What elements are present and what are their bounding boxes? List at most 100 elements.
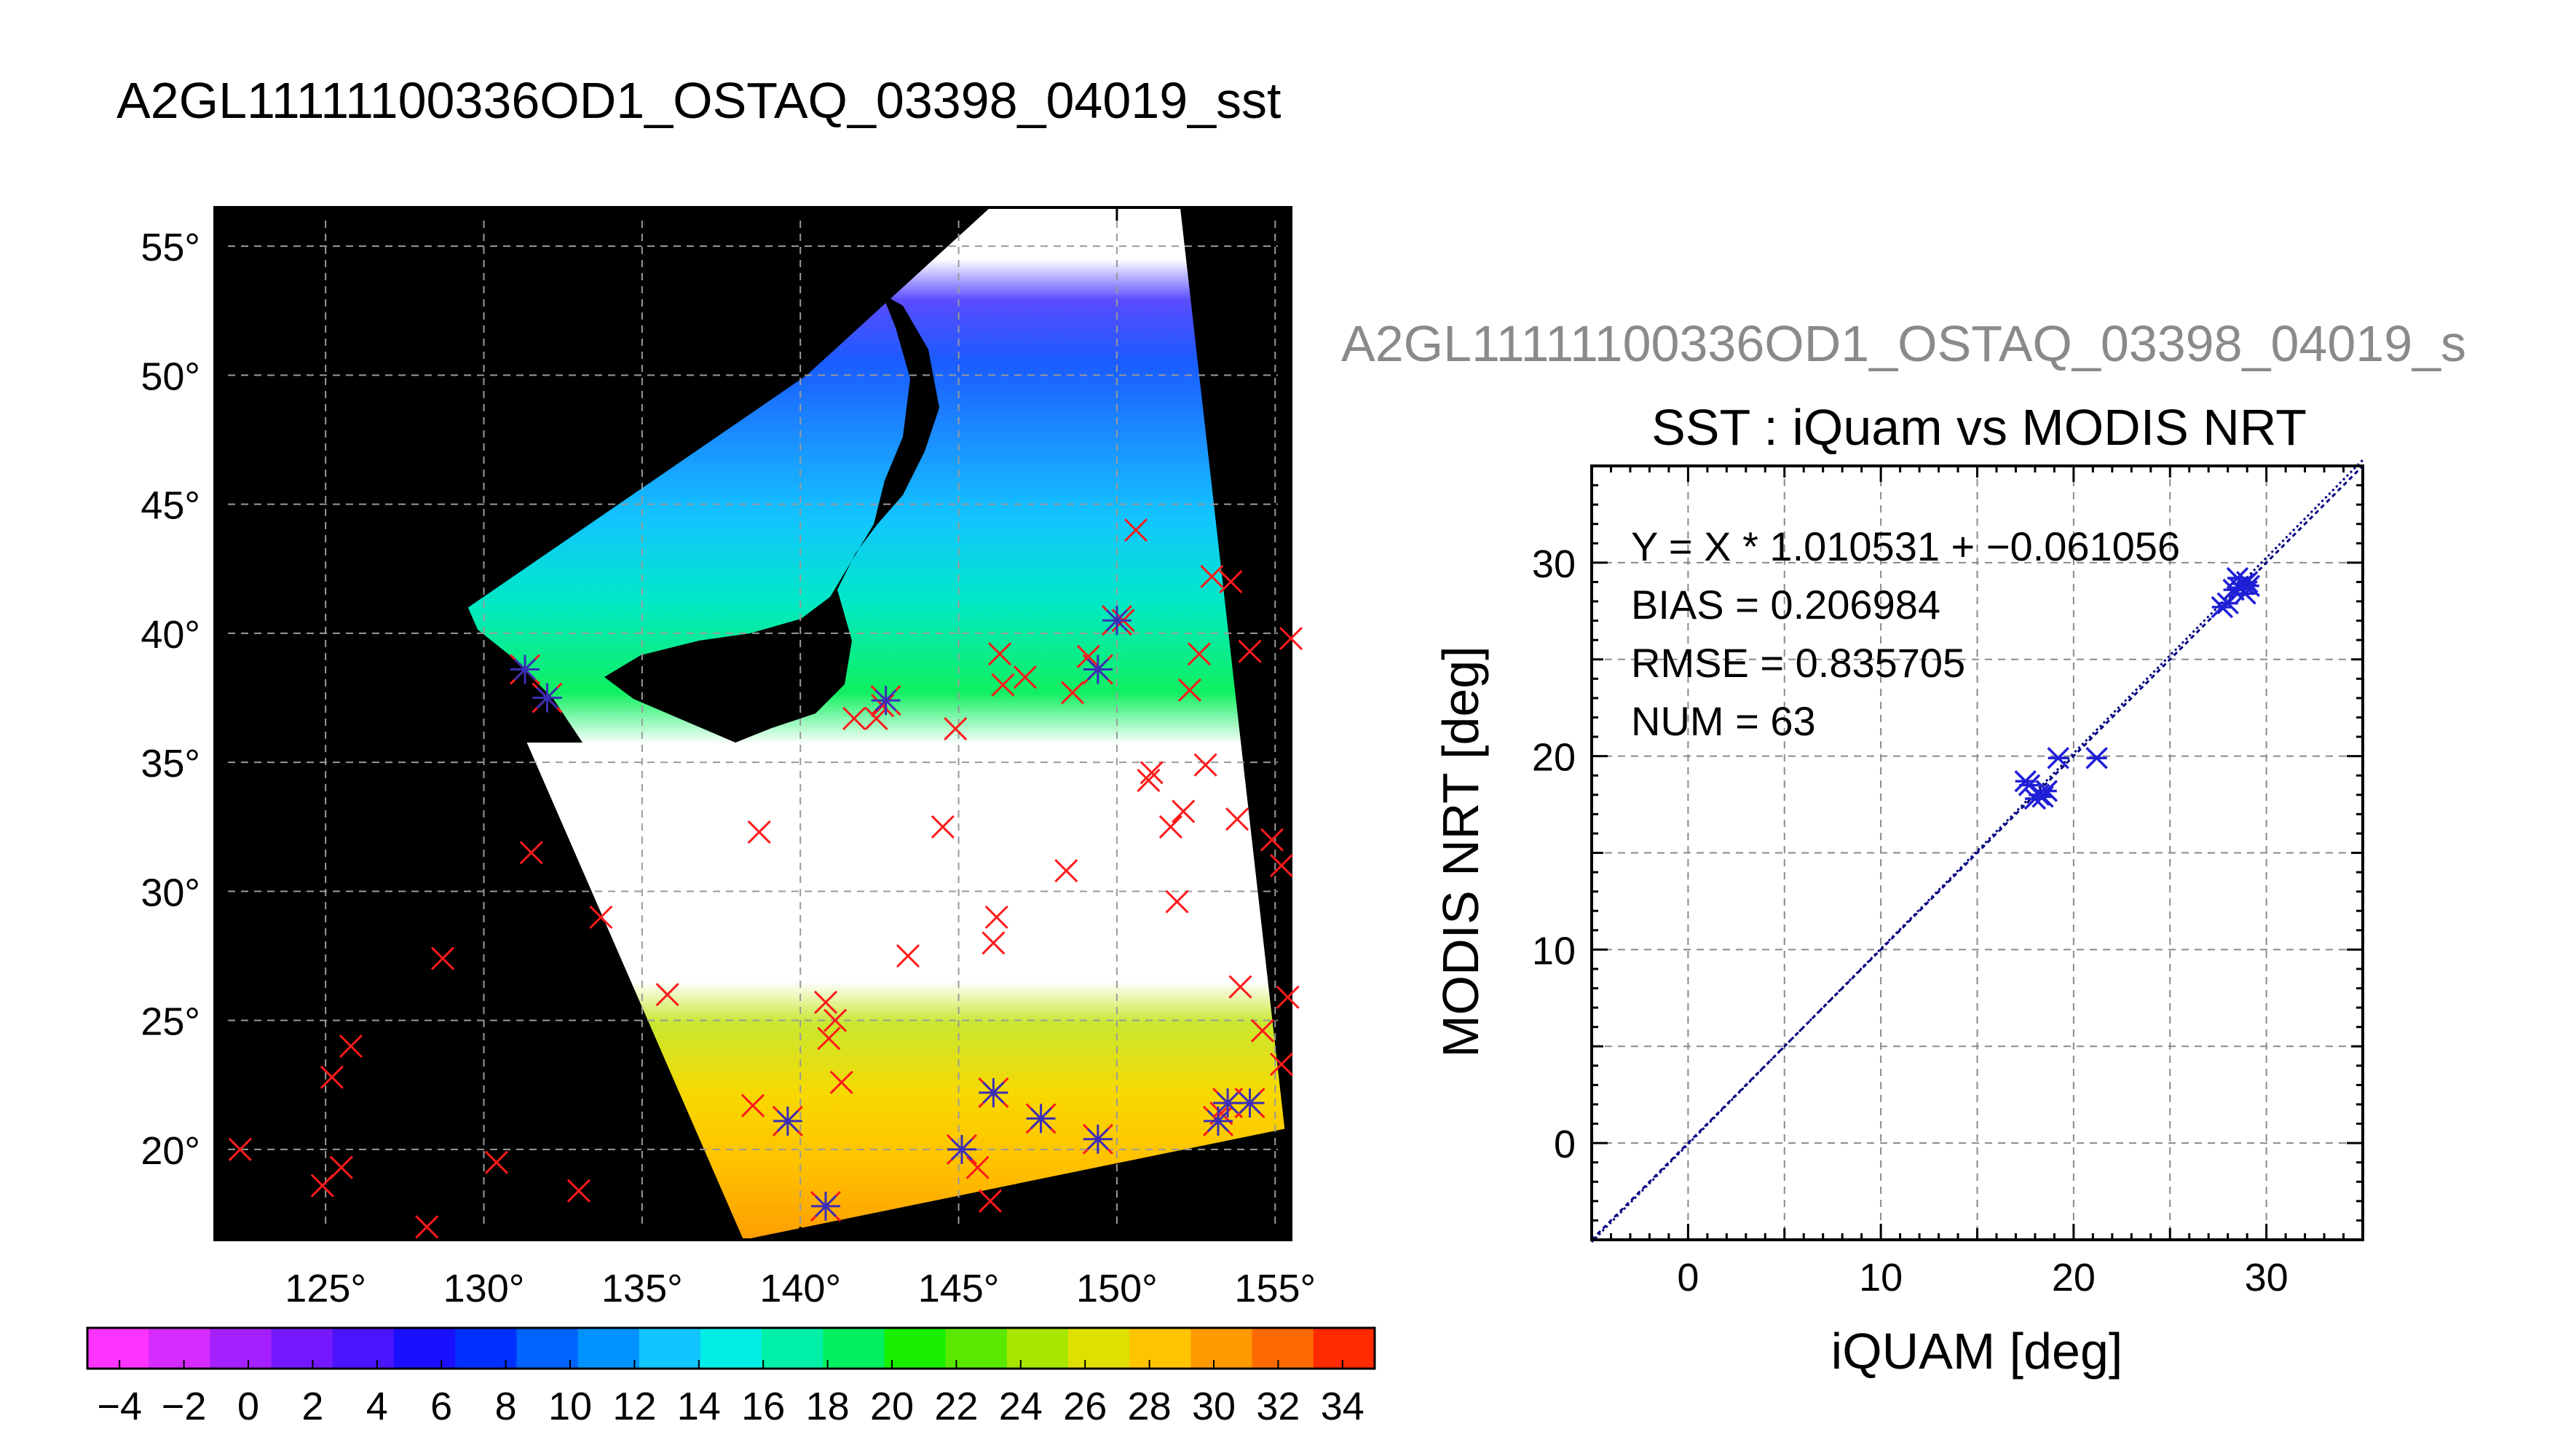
- blue-star-stroke: [950, 1138, 973, 1160]
- blue-star-stroke: [1207, 1109, 1230, 1132]
- red-x-marker: [655, 983, 679, 1007]
- blue-star-stroke: [814, 1195, 837, 1217]
- scatter-point-stroke: [2085, 747, 2108, 769]
- red-x-marker: [896, 943, 920, 968]
- colorbar-segment: [823, 1328, 885, 1369]
- colorbar-segment: [393, 1328, 456, 1369]
- red-x-stroke: [329, 1155, 353, 1179]
- colorbar-tick-label: 4: [366, 1385, 388, 1428]
- red-x-stroke: [1279, 626, 1303, 651]
- red-x-marker: [1193, 753, 1217, 777]
- colorbar-tick-label: 16: [741, 1385, 785, 1428]
- red-x-stroke: [1060, 681, 1085, 705]
- red-x-marker: [871, 694, 895, 718]
- identity-line: [1590, 464, 2364, 1241]
- scatter-x-tick-label: 20: [2052, 1256, 2096, 1299]
- red-x-marker: [1177, 678, 1201, 702]
- blue-star-marker: [1082, 654, 1113, 685]
- red-x-marker: [589, 905, 613, 929]
- red-x-stroke: [589, 905, 613, 929]
- scatter-point-stroke: [2047, 747, 2069, 769]
- red-x-marker: [484, 1150, 508, 1174]
- sst-map-chart: 125° 130° 135° 140° 145° 150° 155° 20° 25° 30° 35…: [86, 206, 1376, 1428]
- fit-statistic-line: RMSE = 0.835705: [1631, 640, 1965, 686]
- scatter-point: [2211, 596, 2233, 619]
- scatter-point-stroke: [2226, 566, 2249, 590]
- colorbar-tick-label: 8: [495, 1385, 517, 1428]
- map-x-tick-label: 125°: [285, 1267, 366, 1310]
- red-x-stroke: [817, 1026, 841, 1051]
- scatter-x-tick-label: 10: [1859, 1256, 1903, 1299]
- red-x-marker: [931, 815, 955, 839]
- red-x-marker: [329, 1155, 353, 1179]
- colorbar-tick-label: 14: [677, 1385, 721, 1428]
- red-x-stroke: [978, 1189, 1003, 1213]
- red-x-marker: [741, 1093, 765, 1117]
- red-x-stroke: [310, 1174, 334, 1198]
- scatter-y-tick-label: 10: [1532, 929, 1576, 973]
- colorbar-tick-label: −2: [162, 1385, 207, 1428]
- colorbar-tick-label: 18: [806, 1385, 850, 1428]
- scatter-point-stroke: [2234, 582, 2256, 605]
- red-x-stroke: [823, 1008, 848, 1032]
- colorbar-segment: [87, 1328, 149, 1369]
- red-x-marker: [1165, 890, 1189, 914]
- map-grid: [215, 207, 1291, 1240]
- scatter-point-stroke: [2023, 787, 2047, 810]
- scatter-point-stroke: [2222, 578, 2245, 601]
- colorbar-tick-label: 2: [301, 1385, 323, 1428]
- red-x-marker: [339, 1034, 363, 1059]
- red-x-marker: [519, 841, 543, 865]
- red-x-marker: [813, 990, 838, 1014]
- scatter-point-stroke: [2216, 592, 2239, 614]
- red-x-marker: [1060, 681, 1085, 705]
- scatter-point: [2226, 566, 2249, 590]
- scatter-point: [2031, 786, 2054, 808]
- colorbar-segment: [1068, 1328, 1130, 1369]
- red-x-marker: [864, 706, 888, 730]
- scatter-point-stroke: [2211, 596, 2233, 619]
- blue-star-marker: [532, 682, 563, 713]
- continent-landmass: [215, 207, 735, 743]
- map-y-tick-label: 30°: [141, 871, 200, 914]
- map-x-tick-labels: 125° 130° 135° 140° 145° 150° 155°: [285, 1267, 1316, 1310]
- map-x-tick-label: 130°: [443, 1267, 525, 1310]
- blue-star-stroke: [1030, 1107, 1052, 1130]
- blue-star-stroke: [536, 687, 558, 709]
- scatter-point-stroke: [2234, 582, 2256, 605]
- blue-star-marker: [978, 1077, 1009, 1108]
- scatter-point: [2027, 783, 2050, 807]
- scatter-point: [2035, 780, 2058, 802]
- red-x-stroke: [1076, 644, 1100, 668]
- red-x-stroke: [320, 1065, 344, 1089]
- red-x-stroke: [813, 990, 838, 1014]
- colorbar-tick-label: 20: [870, 1385, 914, 1428]
- blue-star-stroke: [874, 689, 897, 712]
- map-y-tick-labels: 20° 25° 30° 35° 40° 45° 50° 55°: [141, 226, 200, 1173]
- scatter-frame: [1590, 464, 2364, 1241]
- scatter-y-tick-label: 30: [1532, 542, 1576, 586]
- red-x-marker: [984, 905, 1008, 929]
- red-x-marker: [823, 1008, 848, 1032]
- red-x-stroke: [228, 1137, 252, 1161]
- scatter-point-stroke: [2216, 592, 2239, 614]
- map-y-tick-label: 25°: [141, 1000, 200, 1044]
- fit-statistic-line: NUM = 63: [1631, 698, 1816, 744]
- blue-star-marker: [509, 654, 541, 685]
- colorbar-segment: [884, 1328, 947, 1369]
- red-x-marker: [982, 931, 1006, 955]
- colorbar-tick-label: 30: [1192, 1385, 1236, 1428]
- colorbar-segment: [516, 1328, 579, 1369]
- scatter-point: [2238, 574, 2261, 598]
- red-x-stroke: [896, 943, 920, 968]
- red-x-marker: [829, 1070, 853, 1094]
- red-x-marker: [1140, 761, 1164, 785]
- red-x-marker: [1279, 626, 1303, 651]
- blue-star-marker: [1101, 605, 1132, 636]
- page-title: A2GL11111100336OD1_OSTAQ_03398_04019_sst: [117, 72, 1282, 129]
- scatter-point: [2018, 774, 2041, 796]
- red-x-stroke: [1187, 642, 1211, 666]
- colorbar-segment: [945, 1328, 1008, 1369]
- red-x-marker: [965, 1155, 990, 1179]
- colorbar-segment: [577, 1328, 640, 1369]
